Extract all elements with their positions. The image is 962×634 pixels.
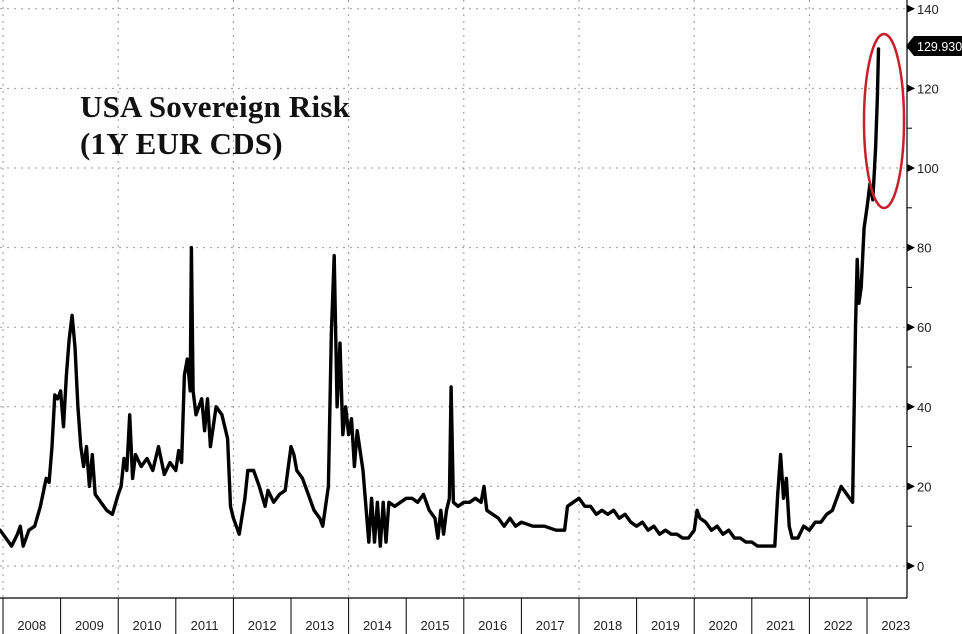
cds-series-line	[0, 47, 881, 548]
x-tick-label: 2011	[191, 618, 219, 633]
y-tick-label: 100	[917, 161, 939, 176]
y-tick-arrow	[907, 4, 915, 13]
y-tick-label: 80	[917, 241, 931, 256]
x-tick-label: 2017	[536, 618, 565, 633]
y-tick-label: 60	[917, 320, 931, 335]
x-tick-label: 2023	[881, 618, 910, 633]
y-tick-arrow	[907, 164, 915, 172]
x-tick-label: 2015	[421, 618, 450, 633]
highlight-ellipse	[862, 32, 906, 210]
x-tick-label: 2014	[363, 618, 392, 633]
x-tick-label: 2018	[593, 618, 622, 633]
last-value-label: 129.930	[917, 40, 962, 54]
axes	[0, 0, 908, 599]
y-tick-label: 40	[917, 400, 931, 415]
x-tick-label: 2013	[305, 618, 334, 633]
chart-subtitle: (1Y EUR CDS)	[80, 126, 283, 161]
y-tick-label: 20	[917, 479, 931, 494]
x-tick-label: 2008	[17, 618, 46, 633]
y-tick-arrow	[907, 84, 915, 93]
x-axis-ticks: 2008 2009 2010 2011 2012 2013 2014 2015 2016 2017…	[2, 598, 910, 634]
y-tick-arrow	[907, 482, 915, 491]
x-tick-label: 2019	[651, 618, 680, 633]
callout-flag	[906, 36, 962, 56]
last-value-callout: 129.930	[906, 36, 962, 56]
y-axis-ticks: 0 20 40 60 80 100 120 140	[907, 2, 939, 574]
x-tick-label: 2016	[478, 618, 507, 633]
chart-title: USA Sovereign Risk (1Y EUR CDS)	[80, 88, 350, 162]
y-tick-label: 120	[917, 81, 939, 96]
x-tick-label: 2012	[248, 618, 277, 633]
y-tick-arrow	[907, 243, 915, 252]
x-tick-label: 2020	[709, 618, 738, 633]
x-tick-label: 2009	[75, 618, 104, 633]
y-tick-label: 140	[917, 2, 939, 17]
x-tick-label: 2010	[133, 618, 162, 633]
chart-title-line1: USA Sovereign Risk	[80, 89, 351, 124]
y-tick-label: 0	[917, 559, 924, 574]
y-tick-arrow	[907, 323, 915, 332]
y-tick-arrow	[907, 402, 915, 411]
x-tick-label: 2022	[824, 618, 853, 633]
y-tick-arrow	[907, 562, 915, 570]
x-tick-label: 2021	[766, 618, 795, 633]
